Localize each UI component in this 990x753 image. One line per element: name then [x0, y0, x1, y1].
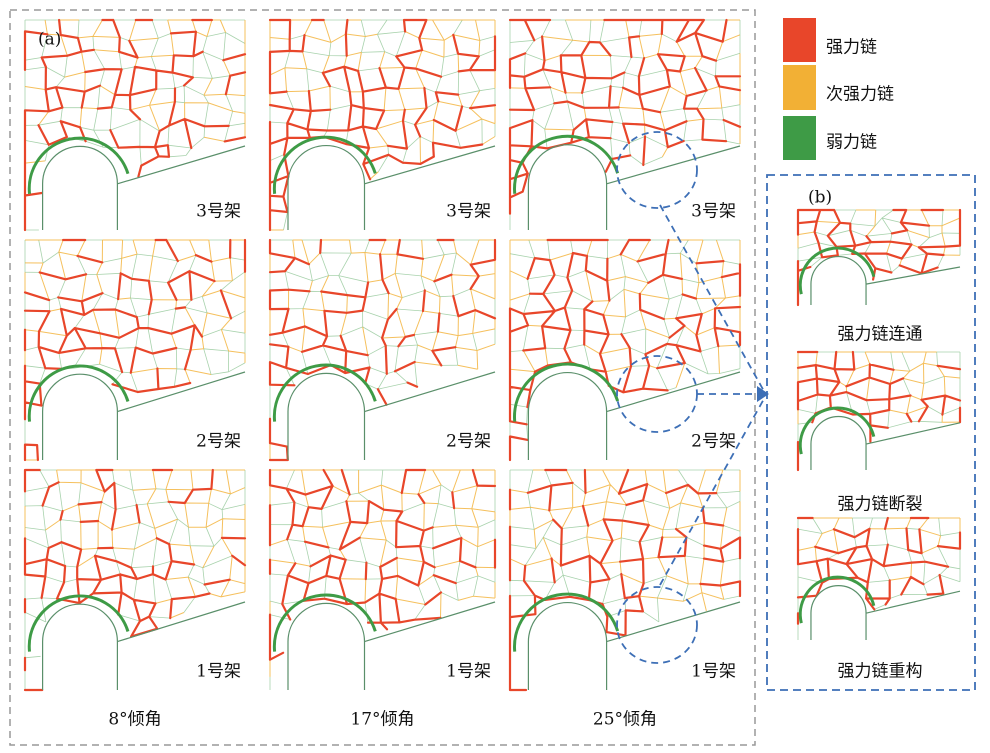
column-label: 17°倾角 [350, 710, 414, 730]
strong-chain [23, 18, 247, 232]
strong-chain [268, 468, 497, 661]
strong-chain [23, 238, 247, 462]
tunnel-outline [42, 371, 246, 460]
tunnel-outline [527, 371, 741, 460]
secondary-chain [269, 469, 496, 677]
strong-chain [268, 238, 497, 462]
secondary-chain [797, 209, 961, 266]
arch-green [798, 575, 876, 624]
legend-label: 次强力链 [826, 85, 894, 105]
row-label: 3号架 [196, 202, 241, 222]
panel-b-label: 强力链连通 [838, 325, 923, 345]
tiles [23, 18, 962, 692]
highlight-circle [616, 131, 698, 209]
arch-green [27, 364, 130, 422]
panel-b-label: 强力链断裂 [838, 495, 923, 515]
strong-chain [796, 350, 962, 472]
row-label: 2号架 [196, 432, 241, 452]
arrow-head [757, 386, 769, 402]
weak-chain [797, 351, 961, 442]
column-label: 8°倾角 [108, 710, 161, 730]
legend-swatch [783, 65, 816, 110]
row-label: 1号架 [446, 662, 491, 682]
tunnel-outline [527, 144, 741, 230]
weak-chain [24, 19, 246, 231]
panel-a-border [9, 9, 756, 746]
tunnel-outline [287, 144, 496, 230]
arch-green [27, 136, 130, 194]
weak-chain [797, 209, 961, 273]
weak-chain [269, 469, 496, 690]
column-label: 25°倾角 [593, 710, 657, 730]
tunnel-outline [810, 585, 961, 640]
legend-swatch [783, 18, 816, 62]
secondary-chain [509, 19, 741, 158]
tunnel-outline [527, 601, 741, 690]
arch-green [272, 593, 377, 652]
panel-label: (a) [38, 30, 61, 50]
arch-green [513, 134, 620, 194]
weak-chain [797, 517, 961, 640]
weak-chain [509, 19, 741, 230]
arch-green [27, 594, 130, 652]
arch-green [272, 363, 377, 422]
secondary-chain [797, 517, 961, 581]
secondary-chain [269, 239, 496, 460]
weak-chain [269, 19, 496, 231]
labels: 3号架 3号架 3号架 2号架 2号架 2号架 1号架 1号架 1号架 8°倾角 17°倾角 25°倾… [108, 18, 923, 730]
arch-green [798, 246, 876, 295]
weak-chain [509, 239, 741, 440]
secondary-chain [24, 239, 246, 461]
strong-chain [508, 238, 742, 462]
tunnel-outline [810, 255, 961, 305]
secondary-chain [269, 19, 496, 231]
overlay [616, 131, 769, 664]
row-label: 3号架 [446, 202, 491, 222]
tunnel-outline [810, 415, 961, 470]
secondary-chain [509, 469, 741, 612]
strong-chain [23, 468, 247, 692]
tunnel-outline [42, 601, 246, 690]
tunnel-outline [287, 371, 496, 460]
row-label: 1号架 [196, 662, 241, 682]
legend-swatch [783, 116, 816, 160]
row-label: 2号架 [691, 432, 736, 452]
arch-green [272, 135, 377, 194]
legend-label: 强力链 [826, 38, 877, 58]
strong-chain [268, 18, 497, 232]
panel-label: (b) [808, 188, 832, 208]
panel-b-border [766, 174, 976, 691]
secondary-chain [24, 469, 246, 619]
tunnel-outline [287, 601, 496, 690]
row-label: 1号架 [691, 662, 736, 682]
secondary-chain [509, 239, 741, 388]
arch-green [798, 406, 876, 455]
panel-b-label: 强力链重构 [838, 662, 923, 682]
highlight-circle [616, 586, 698, 664]
weak-chain [509, 469, 741, 623]
arch-green [513, 592, 620, 652]
row-label: 3号架 [691, 202, 736, 222]
weak-chain [24, 239, 246, 445]
row-label: 2号架 [446, 432, 491, 452]
legend-label: 弱力链 [826, 133, 877, 153]
secondary-chain [797, 351, 961, 425]
weak-chain [269, 239, 496, 419]
tunnel-outline [42, 145, 246, 230]
weak-chain [24, 469, 246, 690]
strong-chain [508, 18, 742, 215]
arch-green [513, 362, 620, 422]
secondary-chain [24, 19, 246, 164]
strong-chain [796, 208, 962, 307]
